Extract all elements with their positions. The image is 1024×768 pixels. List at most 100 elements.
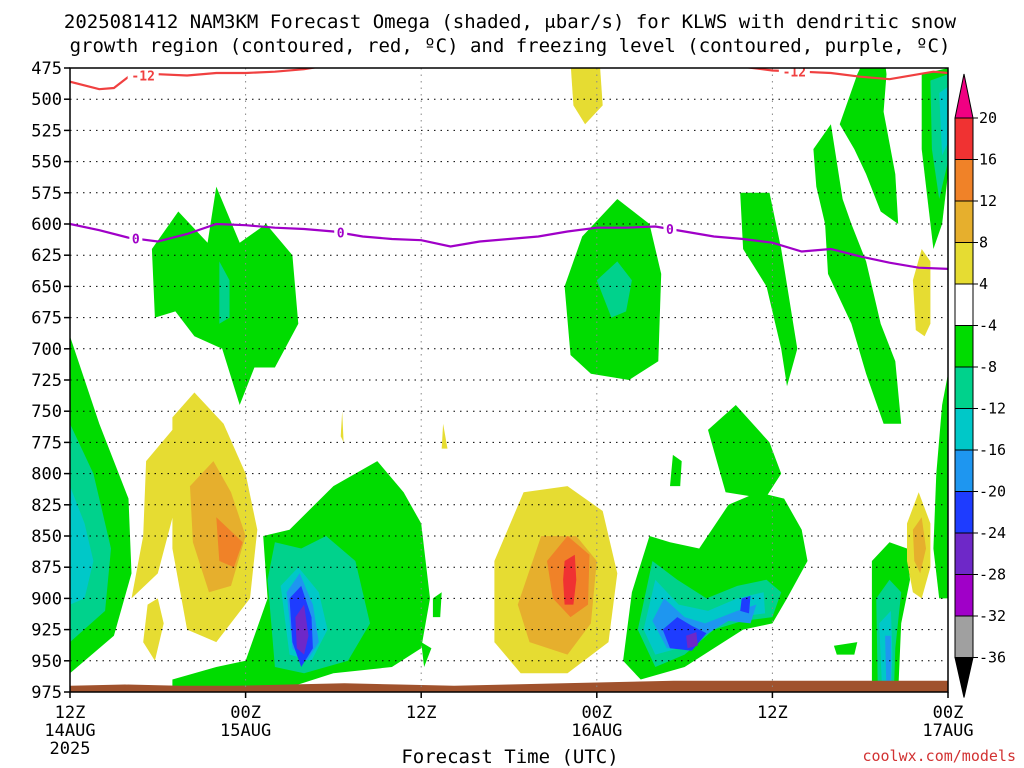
y-tick-label-18: 925 bbox=[31, 621, 62, 641]
x-tick-year-0: 2025 bbox=[50, 739, 91, 759]
colorbar-swatch-a16_20 bbox=[954, 117, 974, 160]
freezing-level-line bbox=[70, 222, 948, 270]
x-tick-label-1: 00Z bbox=[230, 703, 261, 723]
y-tick-label-12: 775 bbox=[31, 433, 62, 453]
colorbar: 20 16 12 8 4 -4 -8 -12 -16 -20 -24 -28 -32 -36 bbox=[954, 73, 1006, 698]
freezing-level-label-1: 0 bbox=[337, 227, 345, 242]
colorbar-label-7: -12 bbox=[979, 400, 1006, 418]
colorbar-label-11: -28 bbox=[979, 566, 1006, 584]
temperature-contours: -12 -12 0 0 0 bbox=[70, 65, 948, 270]
colorbar-label-6: -8 bbox=[979, 358, 997, 376]
x-tick-label-3: 00Z bbox=[581, 703, 612, 723]
colorbar-label-8: -16 bbox=[979, 441, 1006, 459]
omega-region-2 bbox=[70, 486, 94, 605]
y-axis: 475 500 525 550 575 600 625 650 675 700 725 750 775 8… bbox=[31, 59, 70, 703]
y-tick-label-20: 975 bbox=[31, 683, 62, 703]
y-tick-label-5: 600 bbox=[31, 215, 62, 235]
y-tick-label-14: 825 bbox=[31, 496, 62, 516]
omega-region-34 bbox=[740, 595, 751, 614]
colorbar-swatch-n4_4 bbox=[954, 283, 974, 326]
colorbar-swatch-n28_n24 bbox=[954, 532, 974, 575]
omega-region-18 bbox=[421, 642, 432, 667]
y-tick-label-11: 750 bbox=[31, 402, 62, 422]
freezing-level-label-bg-2 bbox=[663, 220, 677, 237]
y-tick-label-16: 875 bbox=[31, 558, 62, 578]
omega-region-23 bbox=[563, 554, 577, 605]
omega-region-29 bbox=[708, 405, 782, 499]
grid-lines bbox=[70, 68, 948, 692]
omega-region-9 bbox=[219, 261, 230, 324]
dgz-contour-label-0: -12 bbox=[131, 69, 154, 84]
y-tick-label-0: 475 bbox=[31, 59, 62, 79]
x-tick-date-3: 16AUG bbox=[571, 721, 622, 741]
x-axis-label: Forecast Time (UTC) bbox=[401, 746, 618, 768]
colorbar-label-9: -20 bbox=[979, 483, 1006, 501]
omega-region-16 bbox=[295, 604, 309, 655]
colorbar-swatch-a12_16 bbox=[954, 159, 974, 202]
omega-region-38 bbox=[839, 68, 899, 224]
colorbar-bottom-triangle bbox=[954, 657, 974, 698]
omega-region-24 bbox=[570, 68, 603, 125]
freezing-level-label-bg-0 bbox=[129, 230, 143, 247]
freezing-level-label-bg-1 bbox=[334, 224, 348, 241]
colorbar-label-5: -4 bbox=[979, 317, 997, 335]
colorbar-swatch-n20_n16 bbox=[954, 449, 974, 492]
colorbar-swatch-n32_n28 bbox=[954, 574, 974, 617]
y-tick-label-13: 800 bbox=[31, 465, 62, 485]
y-tick-label-1: 500 bbox=[31, 90, 62, 110]
y-tick-label-15: 850 bbox=[31, 527, 62, 547]
omega-region-42 bbox=[939, 86, 948, 156]
y-tick-label-7: 650 bbox=[31, 277, 62, 297]
colorbar-label-13: -36 bbox=[979, 649, 1006, 667]
omega-region-10 bbox=[340, 411, 344, 443]
colorbar-label-0: 20 bbox=[979, 109, 997, 127]
colorbar-swatch-n16_n12 bbox=[954, 408, 974, 451]
y-tick-label-10: 725 bbox=[31, 371, 62, 391]
colorbar-swatch-n12_n8 bbox=[954, 366, 974, 409]
omega-region-48 bbox=[912, 517, 926, 574]
freezing-level-label-0: 0 bbox=[132, 233, 140, 248]
x-tick-date-5: 17AUG bbox=[922, 721, 973, 741]
y-tick-label-2: 525 bbox=[31, 121, 62, 141]
x-tick-label-0: 12Z bbox=[55, 703, 86, 723]
colorbar-label-10: -24 bbox=[979, 524, 1006, 542]
y-tick-label-3: 550 bbox=[31, 153, 62, 173]
omega-region-39 bbox=[933, 373, 948, 599]
omega-region-37 bbox=[813, 124, 902, 424]
x-tick-label-2: 12Z bbox=[406, 703, 437, 723]
colorbar-label-4: 4 bbox=[979, 275, 988, 293]
x-tick-label-4: 12Z bbox=[757, 703, 788, 723]
omega-shaded-regions bbox=[70, 68, 948, 692]
ground-layer bbox=[70, 680, 948, 692]
y-tick-label-4: 575 bbox=[31, 184, 62, 204]
colorbar-label-2: 12 bbox=[979, 192, 997, 210]
dgz-contour-label-bg-0 bbox=[127, 68, 159, 84]
chart-title-line1: 2025081412 NAM3KM Forecast Omega (shaded… bbox=[64, 11, 957, 33]
omega-region-46 bbox=[885, 635, 891, 692]
chart-title-line2: growth region (contoured, red, ºC) and f… bbox=[70, 35, 951, 57]
dgz-contour-label-1: -12 bbox=[783, 65, 806, 80]
colorbar-swatch-n8_n4 bbox=[954, 325, 974, 368]
freezing-level-label-2: 0 bbox=[666, 223, 674, 238]
omega-region-50 bbox=[833, 642, 858, 655]
colorbar-swatch-n36_n32 bbox=[954, 615, 974, 658]
y-tick-label-9: 700 bbox=[31, 340, 62, 360]
x-tick-date-0: 14AUG bbox=[44, 721, 95, 741]
omega-region-7 bbox=[216, 517, 243, 568]
omega-region-28 bbox=[670, 454, 682, 487]
ground-surface bbox=[70, 680, 948, 692]
colorbar-top-triangle bbox=[954, 73, 974, 119]
y-tick-label-19: 950 bbox=[31, 652, 62, 672]
colorbar-label-12: -32 bbox=[979, 607, 1006, 625]
dgz-contour-line bbox=[70, 68, 948, 91]
omega-region-35 bbox=[686, 632, 698, 649]
colorbar-label-3: 8 bbox=[979, 234, 988, 252]
credit-text: coolwx.com/models bbox=[862, 747, 1016, 765]
colorbar-swatch-a8_12 bbox=[954, 200, 974, 243]
x-tick-label-5: 00Z bbox=[933, 703, 964, 723]
colorbar-label-1: 16 bbox=[979, 151, 997, 169]
colorbar-swatch-a4_8 bbox=[954, 242, 974, 285]
omega-region-26 bbox=[596, 261, 632, 318]
